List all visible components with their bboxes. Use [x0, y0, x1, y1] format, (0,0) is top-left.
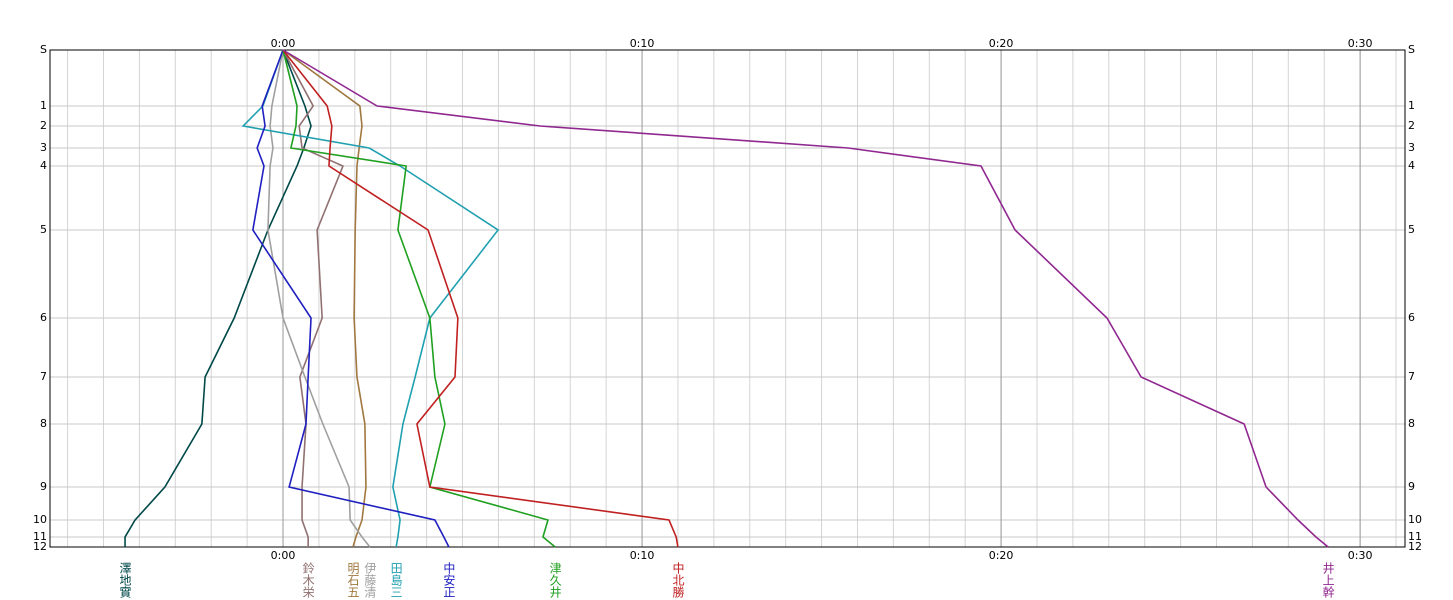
y-tick-label: 12	[1408, 540, 1422, 553]
plot-border	[49, 49, 1406, 548]
y-tick-label: 8	[40, 417, 47, 430]
series-name: 鈴木栄	[301, 561, 315, 599]
series-name: 津久井	[548, 562, 562, 599]
y-tick-label: 7	[1408, 370, 1415, 383]
x-tick-label: 0:30	[1348, 37, 1373, 50]
y-tick-label: 10	[1408, 513, 1422, 526]
x-tick-label: 0:00	[271, 37, 296, 50]
series-line	[241, 49, 500, 548]
y-tick-label: 5	[1408, 223, 1415, 236]
y-tick-label: 9	[1408, 480, 1415, 493]
x-tick-label: 0:00	[271, 549, 296, 562]
y-tick-label: 4	[40, 159, 47, 172]
series-name: 中安正	[442, 561, 456, 598]
y-tick-label: 8	[1408, 417, 1415, 430]
y-tick-label: 12	[33, 540, 47, 553]
series-name: 田島三	[389, 562, 403, 598]
y-tick-label: 9	[40, 480, 47, 493]
series-line	[282, 49, 556, 548]
y-tick-label: 5	[40, 223, 47, 236]
y-tick-label: 1	[40, 99, 47, 112]
y-tick-label: 1	[1408, 99, 1415, 112]
y-tick-label: 11	[33, 530, 47, 543]
y-tick-label: S	[1408, 43, 1415, 56]
x-tick-label: 0:20	[989, 37, 1014, 50]
series-line	[124, 49, 312, 547]
x-tick-label: 0:10	[630, 549, 655, 562]
series-name: 井上幹	[1321, 562, 1335, 599]
y-tick-label: 11	[1408, 530, 1422, 543]
y-tick-label: 4	[1408, 159, 1415, 172]
series-line	[282, 49, 679, 548]
x-tick-label: 0:20	[989, 549, 1014, 562]
series-line	[282, 49, 345, 547]
y-tick-label: 6	[1408, 311, 1415, 324]
series-line	[267, 49, 371, 548]
y-tick-label: 7	[40, 370, 47, 383]
y-tick-label: 10	[33, 513, 47, 526]
y-tick-label: 2	[40, 119, 47, 132]
series-name: 明石五	[346, 562, 360, 598]
y-tick-label: 3	[40, 141, 47, 154]
x-tick-label: 0:30	[1348, 549, 1373, 562]
series-line	[282, 49, 367, 548]
series-name: 中北勝	[671, 561, 685, 598]
y-tick-label: 3	[1408, 141, 1415, 154]
series-line	[252, 49, 450, 548]
y-tick-label: S	[40, 43, 47, 56]
y-tick-label: 6	[40, 311, 47, 324]
series-name: 伊藤清	[363, 562, 377, 599]
series-line	[282, 49, 1329, 548]
y-tick-label: 2	[1408, 119, 1415, 132]
series-name: 澤地實	[118, 562, 132, 599]
x-tick-label: 0:10	[630, 37, 655, 50]
